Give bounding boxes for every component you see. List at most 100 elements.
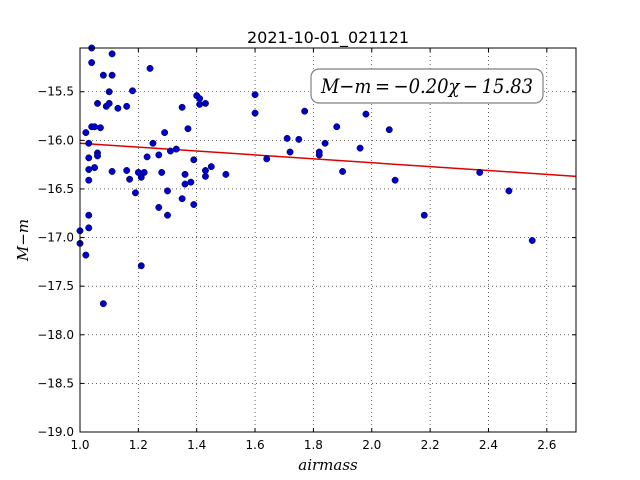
data-point — [108, 50, 116, 58]
x-tick-label: 2.2 — [421, 438, 440, 452]
data-point — [196, 100, 204, 108]
data-point — [161, 129, 169, 137]
fit-equation-text: M−m = −0.20χ − 15.83 — [320, 74, 533, 98]
data-point — [126, 175, 134, 183]
data-point — [202, 167, 209, 174]
data-point — [82, 251, 90, 259]
data-point — [114, 104, 122, 112]
y-tick-label: −15.5 — [37, 85, 74, 99]
data-point — [164, 187, 171, 195]
data-point — [178, 103, 186, 111]
x-axis-label: airmass — [298, 456, 358, 474]
data-point — [196, 95, 204, 103]
data-point — [283, 134, 291, 142]
data-point — [146, 64, 154, 72]
data-point — [222, 170, 230, 178]
data-point — [339, 168, 347, 175]
data-point — [85, 224, 93, 232]
data-point — [172, 145, 180, 153]
x-tick-label: 1.8 — [304, 438, 323, 452]
fit-equation-frame — [310, 68, 544, 104]
data-point — [158, 168, 166, 176]
fit-line — [79, 142, 577, 178]
data-point — [420, 211, 428, 219]
x-tick-label: 2.0 — [362, 438, 381, 452]
data-point — [91, 123, 99, 131]
data-point — [94, 152, 101, 160]
data-point — [528, 237, 536, 244]
data-point — [99, 300, 107, 308]
data-point — [166, 147, 174, 155]
data-point — [251, 109, 259, 117]
data-point — [82, 129, 90, 137]
x-tick-label: 1.0 — [70, 438, 89, 452]
data-point — [105, 99, 113, 107]
data-point — [123, 167, 131, 174]
data-point — [391, 176, 399, 184]
data-point — [202, 99, 209, 107]
x-axis-ticks: 1.0 1.2 1.4 1.6 1.8 2.0 2.2 2.4 2.6 — [70, 48, 556, 452]
data-point — [202, 172, 209, 180]
x-tick-label: 2.6 — [537, 438, 556, 452]
data-point — [286, 148, 294, 156]
data-point — [164, 211, 171, 219]
data-point — [85, 154, 93, 162]
data-point — [251, 91, 259, 99]
data-point — [190, 201, 198, 208]
data-point — [105, 88, 113, 96]
x-tick-label: 1.2 — [129, 438, 148, 452]
y-tick-label: −18.5 — [37, 376, 74, 390]
data-point — [295, 135, 303, 143]
data-point — [85, 176, 93, 184]
data-point — [187, 178, 195, 186]
data-point — [321, 139, 329, 147]
data-point — [85, 166, 93, 173]
data-point — [178, 195, 186, 203]
chart-title: 2021-10-01_021121 — [247, 28, 409, 48]
y-tick-label: −16.5 — [37, 182, 74, 196]
data-point — [143, 153, 151, 161]
data-point — [356, 144, 364, 152]
data-point — [85, 139, 93, 147]
plot-area-frame — [79, 47, 577, 433]
y-tick-label: −17.0 — [37, 231, 74, 245]
data-point — [181, 180, 189, 188]
data-point — [476, 168, 484, 176]
data-point — [140, 168, 148, 176]
data-point — [91, 164, 99, 172]
y-tick-label: −18.0 — [37, 328, 74, 342]
data-point — [108, 168, 116, 175]
data-point — [123, 102, 131, 110]
data-point — [149, 139, 157, 147]
data-point — [190, 156, 198, 164]
data-point — [505, 187, 513, 195]
fit-equation-box: M−m = −0.20χ − 15.83 — [310, 68, 544, 104]
data-point — [131, 189, 139, 197]
x-tick-label: 1.6 — [246, 438, 265, 452]
data-point — [207, 163, 215, 171]
data-point — [96, 124, 104, 132]
data-point — [181, 170, 189, 178]
data-point — [108, 71, 116, 79]
data-point — [129, 87, 136, 95]
data-point — [385, 126, 393, 134]
data-point — [333, 123, 341, 131]
y-tick-label: −17.5 — [37, 279, 74, 293]
data-point — [184, 125, 192, 133]
y-tick-label: −16.0 — [37, 133, 74, 147]
y-axis-label: M−m — [14, 219, 32, 262]
data-point — [315, 148, 323, 156]
data-point — [94, 99, 101, 107]
grid — [80, 48, 576, 432]
data-points — [76, 44, 536, 308]
data-point — [362, 110, 370, 118]
x-tick-label: 1.4 — [187, 438, 206, 452]
data-point — [301, 107, 309, 115]
y-tick-label: −19.0 — [37, 425, 74, 439]
data-point — [99, 71, 107, 79]
data-point — [137, 262, 145, 270]
data-point — [263, 155, 271, 163]
x-tick-label: 2.4 — [479, 438, 498, 452]
fit-line-layer — [79, 142, 577, 178]
